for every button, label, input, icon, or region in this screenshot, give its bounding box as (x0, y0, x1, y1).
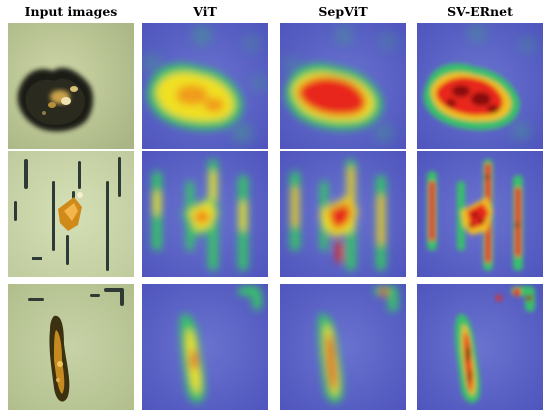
column-title-input: Input images (24, 4, 118, 19)
vit-heatmap-row2 (142, 151, 268, 277)
sepvit-heatmap-row1 (280, 23, 406, 149)
column-title-sverenet: SV-ERnet (447, 4, 513, 19)
sepvit-heatmap-row3 (280, 284, 406, 410)
vit-heatmap-row1 (142, 23, 268, 149)
vit-heatmap-row3 (142, 284, 268, 410)
input-image-row1 (8, 23, 134, 149)
column-title-sepvit: SepViT (318, 4, 368, 19)
sverenet-heatmap-row1 (417, 23, 543, 149)
sverenet-heatmap-row2 (417, 151, 543, 277)
sverenet-heatmap-row3 (417, 284, 543, 410)
figure-header: Input images ViT SepViT SV-ERnet (0, 0, 550, 22)
sepvit-heatmap-row2 (280, 151, 406, 277)
column-title-vit: ViT (193, 4, 217, 19)
input-image-row3 (8, 284, 134, 410)
input-image-row2 (8, 151, 134, 277)
